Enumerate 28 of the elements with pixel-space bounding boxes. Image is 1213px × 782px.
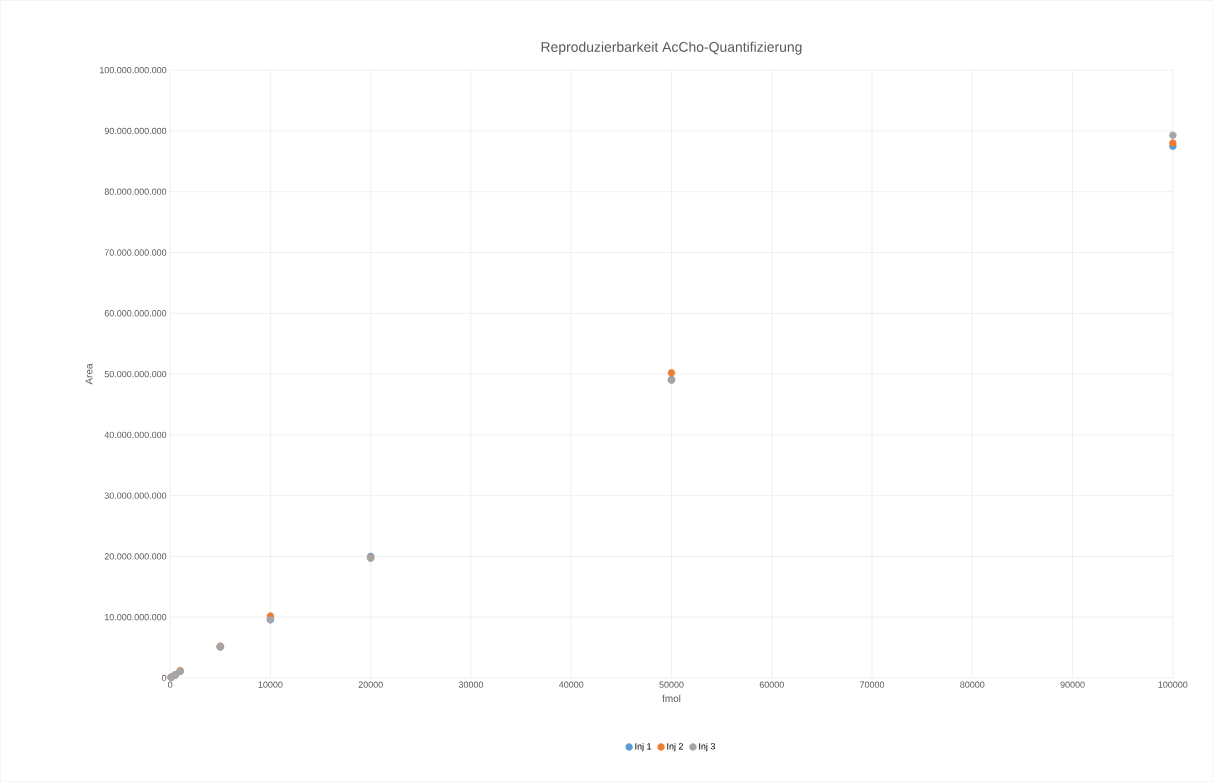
y-tick-label: 60.000.000.000 [104,310,167,317]
x-tick-label: 0 [168,681,173,688]
legend-label: Inj 3 [699,742,715,752]
x-tick-label: 10000 [258,681,283,688]
x-tick-label: 80000 [960,681,985,688]
chart-title: Reproduzierbarkeit AcCho-Quantifizierung [541,41,802,55]
x-tick-label: 40000 [558,681,584,688]
x-tick-label: 50000 [659,681,684,688]
y-tick-label: 30.000.000.000 [104,492,167,499]
legend-label: Inj 1 [635,742,652,752]
x-tick-label: 60000 [759,681,784,688]
y-tick-label: 10.000.000.000 [105,613,167,621]
y-axis-title: Area [85,363,93,385]
y-tick-label: 40.000.000.000 [104,431,167,438]
y-tick-label: 100.000.000.000 [100,66,167,74]
x-tick-label: 70000 [860,681,885,688]
x-tick-label: 30000 [458,681,484,688]
x-axis-title: fmol [662,694,681,702]
y-tick-label: 20.000.000.000 [104,553,167,560]
y-tick-label: 70.000.000.000 [104,249,167,256]
y-tick-label: 80.000.000.000 [104,188,167,195]
x-tick-label: 90000 [1060,681,1085,688]
legend-label: Inj 2 [667,742,683,752]
y-tick-label: 0 [161,674,167,682]
y-tick-label: 90.000.000.000 [104,127,167,135]
x-tick-label: 20000 [358,681,383,688]
x-tick-label: 100000 [1158,681,1188,688]
y-tick-label: 50.000.000.000 [104,370,167,378]
